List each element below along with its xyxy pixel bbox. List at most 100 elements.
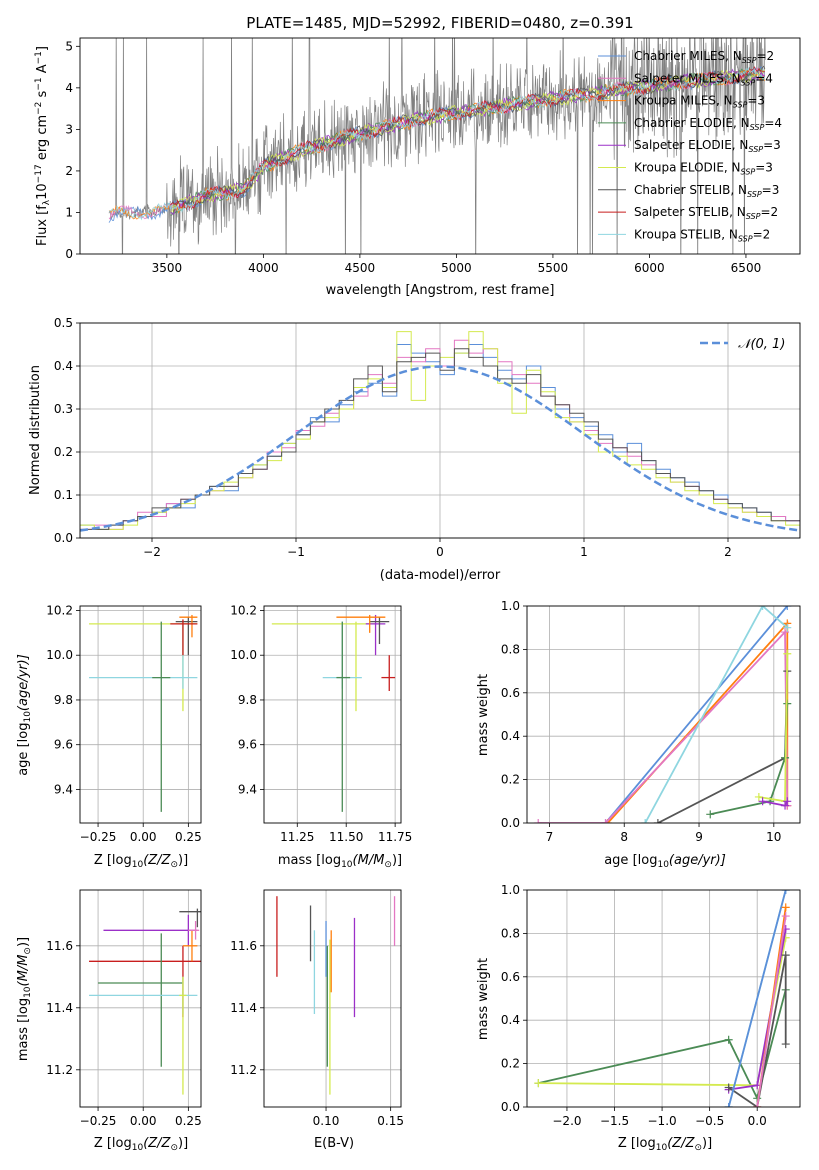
spectrum-tick-label-x: 5500 [538,261,569,275]
age-z-tick-label-y: 9.4 [54,782,73,796]
mass-z-tick-label-x: 0.00 [130,1114,157,1128]
age-z-tick-label-y: 9.8 [54,693,73,707]
weight-z-weight-marker [724,1035,733,1044]
weight-z-weight-marker [781,903,790,912]
age-z-tick-label-x: −0.25 [80,830,117,844]
normal-legend-label: 𝒩(0, 1) [738,337,785,352]
weight-age-tick-label-y: 0.0 [501,816,520,830]
age-z-tick-label-y: 10.2 [46,603,73,617]
weight-age-tick-label-y: 0.6 [501,686,520,700]
spectrum-tick-label-y: 5 [65,39,73,53]
weight-z-weight-marker [781,951,790,960]
age-z-ylabel: age [log10(age/yr)] [16,654,33,776]
weight-z-weight-marker [534,1079,543,1088]
weight-age-weight-marker [783,797,792,806]
weight-age-weight-marker [601,819,610,823]
weight-z-weight-line [756,915,787,1107]
residuals-tick-label-y: 0.5 [54,316,73,330]
normal-curve-line [80,365,800,532]
age-mass-tick-label-y: 9.6 [238,738,257,752]
weight-z-tick-label-x: −1.0 [648,1114,677,1128]
mass-ebv-tick-label-x: 0.10 [313,1114,340,1128]
spectrum-tick-label-x: 4000 [248,261,279,275]
weight-age-weight-marker [783,649,792,658]
age-mass-tick-label-x: 11.25 [280,830,314,844]
age-z-errorbar-point [179,614,198,638]
weight-age-ylabel: mass weight [476,674,491,756]
weight-age-tick-label-x: 8 [620,830,628,844]
weight-age-tick-label-x: 9 [695,830,703,844]
mass-z-tick-label-y: 11.2 [46,1063,73,1077]
weight-z-tick-label-x: −0.5 [695,1114,724,1128]
spectrum-title: PLATE=1485, MJD=52992, FIBERID=0480, z=0… [246,14,633,32]
spectrum-legend-label: Salpeter STELIB, NSSP=2 [634,205,778,221]
spectrum-plot-frame [79,37,801,255]
weight-age-tick-label-x: 10 [766,830,781,844]
age-mass-errorbar-point [365,614,386,656]
weight-age-weight-marker [653,819,662,823]
mass-z-errorbar-point [89,945,201,1018]
spectrum-legend-label: Kroupa STELIB, NSSP=2 [634,227,770,243]
weight-age-weight-marker [781,628,790,637]
mass-z-tick-label-y: 11.4 [46,1001,73,1015]
age-mass-tick-label-x: 11.50 [329,830,363,844]
residuals-tick-label-x: −1 [287,545,305,559]
weight-z-xlabel: Z [log10(Z/Z⊙)] [618,1136,712,1153]
weight-z-weight-marker [781,1040,790,1049]
weight-z-tick-label-y: 0.2 [501,1057,520,1071]
weight-z-ylabel: mass weight [476,958,491,1040]
spectrum-tick-label-x: 3500 [152,261,183,275]
weight-age-weight-marker [641,819,650,823]
weight-z-tick-label-y: 1.0 [501,883,520,897]
residuals-plot-frame [79,322,801,539]
spectrum-tick-label-y: 3 [65,122,73,136]
spectrum-legend-label: Salpeter MILES, NSSP=4 [634,71,773,87]
residuals-ylabel: Normed distribution [28,365,43,495]
spectrum-model-line [170,68,766,216]
spectrum-legend-label: Salpeter ELODIE, NSSP=3 [634,138,781,154]
weight-z-tick-label-y: 0.4 [501,1013,520,1027]
weight-z-tick-label-x: −1.5 [600,1114,629,1128]
spectrum-tick-label-y: 1 [65,205,73,219]
age-mass-errorbar-point [381,655,396,692]
weight-age-weight-marker [758,797,767,806]
age-z-tick-label-x: 0.00 [130,830,157,844]
spectrum-axes [76,45,747,258]
weight-z-weight-marker [781,912,790,921]
age-mass-tick-label-x: 11.75 [378,830,412,844]
age-mass-plot-frame [263,605,402,824]
weight-age-tick-label-x: 7 [546,830,554,844]
mass-z-errorbar-point [179,976,187,1095]
spectrum-model-line [108,67,765,221]
residuals-tick-label-x: −2 [143,545,161,559]
age-z-errorbar-point [170,619,198,656]
spectrum-tick-label-y: 0 [65,247,73,261]
weight-z-weight-marker [724,1083,733,1092]
age-mass-xlabel: mass [log10(M/M⊙)] [278,853,402,870]
residuals-tick-label-y: 0.4 [54,359,73,373]
residuals-xlabel: (data-model)/error [380,568,501,583]
weight-age-xlabel: age [log10(age/yr)] [604,853,726,870]
weight-z-tick-label-y: 0.8 [501,926,520,940]
spectrum-ylabel: Flux [fλ10−17 erg cm−2 s−1 A−1] [34,46,52,246]
spectrum-legend-label: Kroupa MILES, NSSP=3 [634,94,765,110]
weight-age-weight-line [644,606,788,823]
age-mass-errorbar-point [271,621,376,712]
spectrum-tick-label-x: 6500 [731,261,762,275]
mass-z-errorbar-point [179,908,201,928]
weight-z-weight-marker [753,1103,762,1107]
weight-age-weight-marker [758,606,767,610]
weight-z-tick-label-y: 0.6 [501,970,520,984]
weight-age-weight-line [538,629,789,823]
mass-z-ylabel: mass [log10(M/M⊙)] [16,937,33,1061]
mass-ebv-tick-label-x: 0.15 [377,1114,404,1128]
age-z-tick-label-y: 9.6 [54,738,73,752]
weight-age-weight-marker [754,792,763,801]
age-mass-tick-label-y: 9.8 [238,693,257,707]
weight-z-weight-line [727,890,787,1107]
mass-z-errorbar-point [98,933,183,1067]
mass-ebv-tick-label-y: 11.6 [230,939,257,953]
mass-ebv-plot-frame [263,889,402,1108]
mass-z-xlabel: Z [log10(Z/Z⊙)] [94,1136,188,1153]
